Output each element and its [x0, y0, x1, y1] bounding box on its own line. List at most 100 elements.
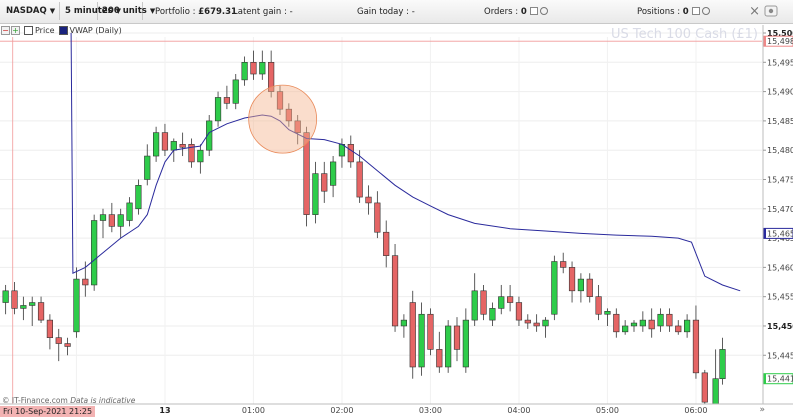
- units-label: 200 units: [102, 6, 147, 16]
- latent-gain-value: -: [289, 7, 293, 17]
- chart-toolbar: NASDAQ ▼ 5 minutes ▼ 200 units ▼ Portfolio …: [0, 0, 793, 24]
- add-indicator-button[interactable]: +: [11, 26, 20, 35]
- bearish-candle: [268, 50, 275, 98]
- candle-body: [409, 302, 416, 368]
- candle-body: [666, 313, 673, 327]
- market-dropdown[interactable]: NASDAQ ▼: [2, 2, 60, 20]
- orders-box-icon: [529, 7, 538, 15]
- bullish-candle: [135, 179, 142, 215]
- vwap-legend-label[interactable]: VWAP (Daily): [69, 26, 122, 35]
- candle-body: [701, 372, 708, 403]
- orders-label: Orders :: [484, 7, 519, 17]
- bearish-candle: [55, 328, 62, 362]
- bearish-candle: [560, 252, 567, 274]
- vwap-swatch: [58, 26, 68, 35]
- candle-body: [153, 132, 160, 157]
- bearish-candle: [161, 123, 169, 157]
- interval-dropdown[interactable]: 5 minutes ▼: [61, 2, 121, 20]
- copyright-text: © IT-Finance.com: [2, 396, 68, 405]
- bearish-candle: [11, 282, 18, 315]
- close-x-icon[interactable]: ×: [749, 4, 760, 19]
- bullish-candle: [551, 255, 558, 321]
- bullish-candle: [683, 314, 691, 338]
- candle-body: [551, 261, 558, 315]
- candle-body: [577, 278, 584, 292]
- indicative-note: Data is indicative: [70, 396, 136, 405]
- bullish-candle: [489, 302, 496, 326]
- candle-body: [179, 144, 186, 148]
- candle-body: [64, 343, 71, 347]
- bullish-candle: [99, 208, 107, 239]
- units-dropdown[interactable]: 200 units ▼: [98, 2, 155, 20]
- candle-body: [170, 141, 177, 151]
- double-chevron-right-icon[interactable]: »: [759, 405, 765, 415]
- collapse-button[interactable]: −: [1, 26, 10, 35]
- candle-body: [630, 322, 638, 327]
- candle-body: [453, 325, 461, 350]
- candle-body: [560, 261, 567, 268]
- bearish-candle: [108, 202, 115, 233]
- positions-label: Positions :: [637, 7, 681, 17]
- candle-body: [2, 290, 9, 303]
- time-axis-panel: [0, 404, 793, 417]
- candle-body: [586, 278, 593, 297]
- x-tick-label: 01:00: [242, 406, 265, 415]
- bearish-candle: [374, 191, 381, 239]
- candle-body: [356, 161, 363, 198]
- candle-body: [73, 278, 80, 333]
- candle-body: [206, 120, 213, 151]
- bearish-candle: [427, 308, 434, 356]
- time-cursor-label: Fri 10-Sep-2021 21:25: [0, 406, 96, 417]
- candle-body: [276, 91, 284, 110]
- candle-body: [197, 149, 204, 163]
- candle-body: [82, 278, 89, 286]
- y-tick-label: 15,445: [767, 351, 793, 360]
- price-badge-marker: [764, 228, 766, 239]
- price-badge: 15,498.6: [763, 35, 793, 47]
- candle-body: [11, 290, 18, 309]
- bullish-candle: [418, 302, 425, 376]
- candle-body: [188, 144, 195, 163]
- bearish-candle: [223, 85, 231, 110]
- bearish-candle: [675, 320, 682, 335]
- bearish-candle: [391, 243, 399, 332]
- bullish-candle: [232, 74, 239, 110]
- bearish-candle: [365, 185, 372, 215]
- bearish-candle: [480, 284, 487, 321]
- orders-stat[interactable]: Orders : 0: [484, 0, 548, 24]
- bullish-candle: [312, 161, 319, 224]
- bearish-candle: [46, 314, 53, 350]
- candle-body: [604, 311, 611, 315]
- candle-body: [46, 319, 53, 338]
- candle-body: [568, 267, 576, 292]
- candle-body: [462, 319, 469, 368]
- candle-body: [489, 308, 496, 321]
- positions-box-icon: [691, 7, 700, 15]
- price-legend-label[interactable]: Price: [35, 26, 55, 35]
- candle-body: [383, 231, 390, 256]
- bearish-candle: [453, 317, 461, 362]
- orders-value: 0: [520, 7, 527, 17]
- highlight-circle: [248, 84, 318, 154]
- price-badge: 15,441.0: [763, 373, 793, 385]
- price-badge-marker: [764, 36, 766, 47]
- candle-body: [294, 120, 301, 133]
- chevron-down-icon: ▼: [115, 7, 122, 15]
- candle-body: [613, 313, 620, 333]
- bearish-candle: [701, 369, 708, 408]
- candle-body: [55, 337, 62, 344]
- candle-body: [524, 319, 531, 324]
- bullish-candle: [153, 126, 160, 162]
- bullish-candle: [445, 320, 452, 373]
- bearish-candle: [613, 308, 620, 338]
- bullish-candle: [719, 337, 726, 385]
- bearish-candle: [436, 331, 443, 373]
- bearish-candle: [586, 273, 593, 303]
- bullish-candle: [206, 115, 213, 157]
- pin-icon[interactable]: [764, 4, 778, 18]
- positions-stat[interactable]: Positions : 0: [637, 0, 710, 24]
- bullish-candle: [259, 50, 266, 80]
- positions-value: 0: [682, 7, 689, 17]
- bearish-candle: [179, 132, 186, 157]
